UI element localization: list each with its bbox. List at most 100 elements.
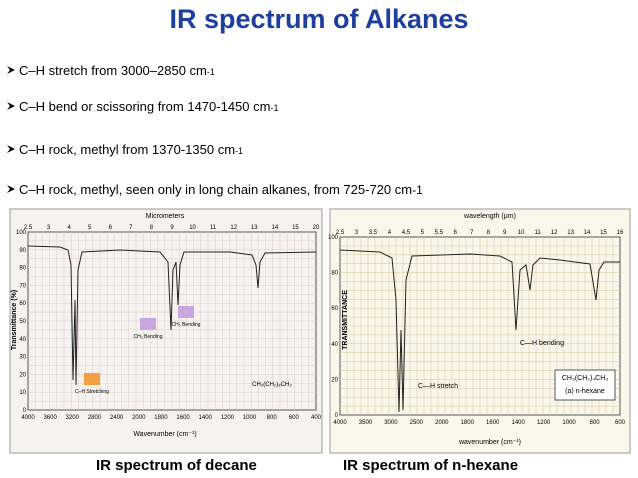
- top-tick-label: 15: [600, 230, 607, 236]
- y-tick-label: 70: [19, 283, 26, 289]
- bottom-tick-label: 1600: [486, 420, 500, 426]
- axis-title: Transmittance (%): [11, 290, 18, 350]
- y-tick-label: 60: [331, 306, 338, 312]
- bottom-tick-label: 1800: [154, 415, 168, 421]
- slide-title: IR spectrum of Alkanes: [169, 4, 469, 34]
- top-tick-label: 11: [210, 225, 217, 231]
- axis-title: Micrometers: [146, 213, 185, 220]
- bottom-tick-label: 1000: [243, 415, 257, 421]
- y-tick-label: 0: [23, 408, 27, 414]
- bottom-tick-label: 600: [289, 415, 300, 421]
- annotation: C—H bending: [520, 340, 564, 347]
- bottom-tick-label: 400: [311, 415, 322, 421]
- top-tick-label: 5.5: [435, 230, 444, 236]
- axis-title: wavelength (μm): [463, 213, 516, 220]
- annotation: (a) n-hexane: [565, 388, 605, 395]
- top-tick-label: 4: [67, 225, 71, 231]
- top-tick-label: 10: [518, 230, 525, 236]
- bottom-tick-label: 2000: [435, 420, 449, 426]
- y-tick-label: 50: [19, 319, 26, 325]
- bullet-icon: [7, 145, 15, 153]
- y-tick-label: 30: [19, 355, 26, 361]
- figure-caption: IR spectrum of n-hexane: [343, 457, 519, 474]
- bottom-tick-label: 3000: [384, 420, 398, 426]
- bullet: C–H stretch from 3000–2850 cm -1: [6, 63, 215, 78]
- top-tick-label: 9: [503, 230, 507, 236]
- bullet-icon: [7, 102, 15, 110]
- bullet-icon: [7, 185, 15, 193]
- top-tick-label: 13: [567, 230, 574, 236]
- bottom-tick-label: 3200: [66, 415, 80, 421]
- annotation: C–H Stretching: [75, 389, 109, 395]
- y-tick-label: 90: [19, 248, 26, 254]
- y-tick-label: 40: [331, 342, 338, 348]
- bullet-text: C–H bend or scissoring from 1470-1450 cm: [19, 99, 271, 114]
- bullet-text: C–H rock, methyl, seen only in long chai…: [19, 182, 413, 197]
- top-tick-label: 3: [47, 225, 51, 231]
- bullet: C–H bend or scissoring from 1470-1450 cm…: [6, 99, 278, 114]
- bottom-tick-label: 2000: [132, 415, 146, 421]
- bottom-tick-label: 3500: [359, 420, 373, 426]
- bottom-tick-label: 2500: [410, 420, 424, 426]
- top-tick-label: 7: [129, 225, 133, 231]
- y-tick-label: 10: [19, 390, 26, 396]
- top-tick-label: 2.5: [24, 225, 33, 231]
- bullet: C–H rock, methyl, seen only in long chai…: [6, 182, 423, 197]
- bullet: C–H rock, methyl from 1370-1350 cm -1: [6, 142, 243, 157]
- annotation: CH₃ Bending: [134, 334, 163, 340]
- bullet-sup: -1: [412, 183, 423, 197]
- bottom-tick-label: 1200: [537, 420, 551, 426]
- y-tick-label: 100: [16, 230, 27, 236]
- axis-title: wavenumber (cm⁻¹): [458, 439, 521, 446]
- y-tick-label: 80: [331, 271, 338, 277]
- y-tick-label: 20: [331, 377, 338, 383]
- bottom-tick-label: 800: [267, 415, 278, 421]
- label-box: [140, 318, 156, 330]
- y-tick-label: 20: [19, 372, 26, 378]
- y-tick-label: 60: [19, 301, 26, 307]
- top-tick-label: 6: [454, 230, 458, 236]
- axis-title: Wavenumber (cm⁻¹): [133, 431, 196, 438]
- bottom-tick-label: 4000: [333, 420, 347, 426]
- top-tick-label: 12: [230, 225, 237, 231]
- top-tick-label: 20: [313, 225, 320, 231]
- bottom-tick-label: 600: [615, 420, 626, 426]
- bottom-tick-label: 1000: [562, 420, 576, 426]
- bottom-tick-label: 1600: [176, 415, 190, 421]
- bullet-sup: -1: [270, 103, 279, 113]
- top-tick-label: 4: [388, 230, 392, 236]
- bullet-text: C–H rock, methyl from 1370-1350 cm: [19, 142, 236, 157]
- figure-caption: IR spectrum of decane: [96, 457, 257, 474]
- top-tick-label: 16: [617, 230, 624, 236]
- label-box: [178, 306, 194, 318]
- top-tick-label: 3.5: [369, 230, 378, 236]
- label-box: [554, 369, 616, 401]
- top-tick-label: 14: [584, 230, 591, 236]
- top-tick-label: 2.5: [336, 230, 345, 236]
- top-tick-label: 10: [189, 225, 196, 231]
- annotation: C—H stretch: [418, 383, 458, 390]
- top-tick-label: 15: [292, 225, 299, 231]
- bullet-icon: [7, 66, 15, 74]
- top-tick-label: 13: [251, 225, 258, 231]
- bottom-tick-label: 4000: [21, 415, 35, 421]
- label-box: [84, 373, 100, 385]
- bottom-tick-label: 800: [590, 420, 601, 426]
- annotation: CH₃(CH₂)₈CH₃: [252, 382, 292, 388]
- bottom-tick-label: 1200: [221, 415, 235, 421]
- bottom-tick-label: 3600: [43, 415, 57, 421]
- bottom-tick-label: 1400: [512, 420, 526, 426]
- bottom-tick-label: 1400: [199, 415, 213, 421]
- axis-title: TRANSMITTANCE: [342, 290, 349, 350]
- bullet-text: C–H stretch from 3000–2850 cm: [19, 63, 207, 78]
- y-tick-label: 40: [19, 337, 26, 343]
- spectrum-curve: [339, 249, 620, 413]
- top-tick-label: 4.5: [402, 230, 411, 236]
- y-tick-label: 100: [328, 235, 339, 241]
- bullet-sup: -1: [206, 67, 215, 77]
- annotation: CH₂ Bending: [172, 322, 201, 328]
- top-tick-label: 11: [535, 230, 542, 236]
- top-tick-label: 7: [470, 230, 474, 236]
